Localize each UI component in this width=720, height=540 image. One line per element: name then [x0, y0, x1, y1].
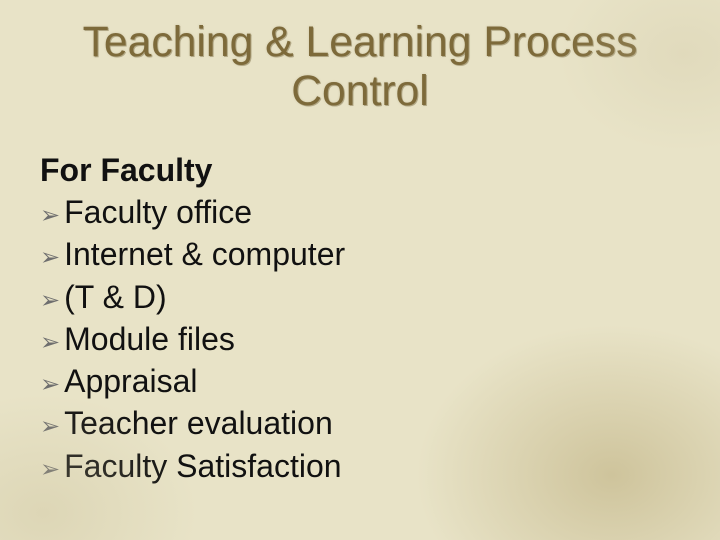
list-item-label: Internet & computer: [64, 233, 345, 275]
list-item: ➢ Module files: [40, 318, 680, 360]
chevron-right-icon: ➢: [40, 454, 60, 486]
list-item-label: (T & D): [64, 276, 167, 318]
list-item: ➢ Internet & computer: [40, 233, 680, 275]
list-item: ➢ Teacher evaluation: [40, 402, 680, 444]
title-line-2: Control: [291, 67, 429, 115]
list-item: ➢ Appraisal: [40, 360, 680, 402]
section-subhead: For Faculty: [40, 152, 680, 189]
bullet-list: ➢ Faculty office ➢ Internet & computer ➢…: [40, 191, 680, 487]
list-item-label: Faculty Satisfaction: [64, 445, 341, 487]
list-item: ➢ Faculty office: [40, 191, 680, 233]
list-item-label: Faculty office: [64, 191, 252, 233]
list-item-label: Appraisal: [64, 360, 197, 402]
chevron-right-icon: ➢: [40, 242, 60, 274]
list-item: ➢ (T & D): [40, 276, 680, 318]
chevron-right-icon: ➢: [40, 285, 60, 317]
chevron-right-icon: ➢: [40, 200, 60, 232]
list-item-label: Teacher evaluation: [64, 402, 333, 444]
chevron-right-icon: ➢: [40, 369, 60, 401]
title-line-1: Teaching & Learning Process: [83, 18, 638, 66]
list-item: ➢ Faculty Satisfaction: [40, 445, 680, 487]
slide-title: Teaching & Learning Process Control: [40, 18, 680, 116]
list-item-label: Module files: [64, 318, 235, 360]
chevron-right-icon: ➢: [40, 327, 60, 359]
slide-container: Teaching & Learning Process Control For …: [0, 0, 720, 540]
chevron-right-icon: ➢: [40, 411, 60, 443]
